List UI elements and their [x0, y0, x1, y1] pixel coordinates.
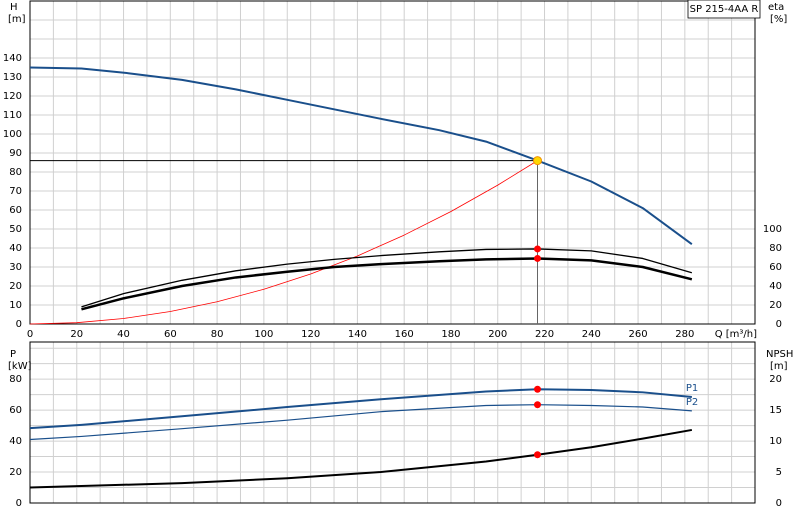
y-tick-label: 0	[16, 498, 22, 509]
y2-tick-label: 60	[769, 262, 782, 273]
plot-frame	[29, 341, 756, 504]
plot-frame	[29, 0, 756, 325]
y-tick-label: 10	[9, 300, 22, 311]
y-tick-label: 120	[3, 91, 22, 102]
duty-point	[533, 156, 542, 166]
y2-tick-label: 100	[763, 224, 782, 235]
model-label: SP 215-4AA R	[690, 4, 759, 15]
duty-dot	[534, 385, 541, 393]
x-tick-label: 0	[27, 329, 33, 340]
x-tick-label: 180	[441, 329, 460, 340]
y-tick-label: 80	[9, 374, 22, 385]
x-tick-label: 200	[488, 329, 507, 340]
y-axis-label: P	[10, 349, 16, 360]
y-tick-label: 140	[3, 53, 22, 64]
x-tick-label: 60	[164, 329, 177, 340]
y2-axis-label: [m]	[770, 361, 788, 372]
model-box	[687, 0, 761, 19]
y2-tick-label: 20	[769, 374, 782, 385]
curve	[29, 66, 693, 246]
y-tick-label: 0	[16, 319, 22, 330]
y-tick-label: 20	[9, 281, 22, 292]
x-tick-label: 240	[582, 329, 601, 340]
y2-axis-label: [%]	[770, 14, 787, 25]
y-tick-label: 50	[9, 224, 22, 235]
x-tick-label: 80	[211, 329, 224, 340]
series-label: P1	[686, 383, 698, 394]
y2-tick-label: 5	[776, 467, 782, 478]
duty-dot	[534, 451, 541, 459]
x-axis-label: Q [m³/h]	[715, 329, 757, 340]
x-tick-label: 140	[348, 329, 367, 340]
y2-tick-label: 0	[776, 319, 782, 330]
x-tick-label: 220	[535, 329, 554, 340]
y-tick-label: 130	[3, 72, 22, 83]
y2-tick-label: 0	[776, 498, 782, 509]
x-tick-label: 280	[675, 329, 694, 340]
y2-tick-label: 40	[769, 281, 782, 292]
y2-tick-label: 20	[769, 300, 782, 311]
series-label: P2	[686, 397, 698, 408]
x-tick-label: 260	[629, 329, 648, 340]
y-tick-label: 40	[9, 436, 22, 447]
curve	[29, 160, 538, 325]
x-tick-label: 160	[395, 329, 414, 340]
y-tick-label: 40	[9, 243, 22, 254]
x-tick-label: 100	[254, 329, 273, 340]
y-tick-label: 100	[3, 129, 22, 140]
curve	[29, 388, 692, 430]
y-tick-label: 60	[9, 405, 22, 416]
y-tick-label: 90	[9, 148, 22, 159]
curve	[29, 428, 693, 489]
curve	[81, 257, 693, 311]
y2-axis-label: NPSH	[766, 349, 793, 360]
duty-dot	[534, 401, 541, 409]
y-axis-label: [kW]	[8, 361, 32, 372]
curve	[81, 248, 693, 308]
x-tick-label: 120	[301, 329, 320, 340]
y-axis-label: H	[10, 2, 18, 13]
y-tick-label: 30	[9, 262, 22, 273]
y2-tick-label: 10	[769, 436, 782, 447]
y-tick-label: 70	[9, 186, 22, 197]
x-tick-label: 20	[70, 329, 83, 340]
y2-axis-label: eta	[768, 2, 784, 13]
x-tick-label: 40	[117, 329, 130, 340]
y2-tick-label: 15	[769, 405, 782, 416]
duty-dot	[534, 254, 541, 262]
y-tick-label: 80	[9, 167, 22, 178]
y2-tick-label: 80	[769, 243, 782, 254]
y-tick-label: 110	[3, 110, 22, 121]
y-tick-label: 20	[9, 467, 22, 478]
curve	[29, 404, 692, 441]
y-axis-label: [m]	[8, 14, 26, 25]
y-tick-label: 60	[9, 205, 22, 216]
duty-dot	[534, 245, 541, 253]
